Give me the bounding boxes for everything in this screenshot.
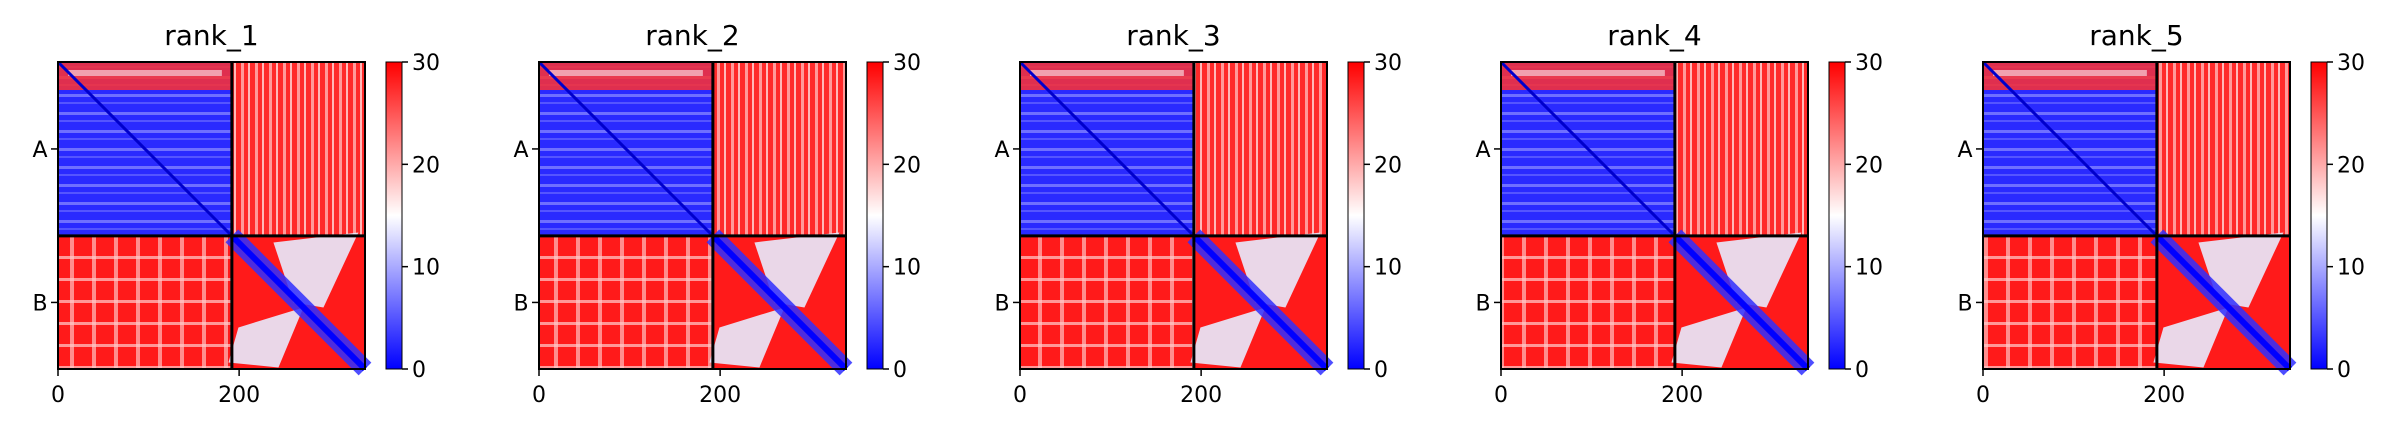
chain-b-diagonal: [2154, 233, 2293, 372]
x-tick-label: 0: [532, 383, 546, 408]
inter-chain-block-ab: [2156, 62, 2290, 236]
chain-a-top-band: [68, 70, 222, 76]
chain-a-diagonal: [1018, 60, 1195, 237]
heatmap-panel: rank_3 A B 0 200 0 10 20 30: [994, 19, 1402, 408]
row-label: A: [1957, 138, 1972, 163]
colorbar: [2310, 61, 2328, 370]
panel-title: rank_5: [2089, 19, 2183, 52]
chain-b-diagonal: [229, 233, 368, 372]
inter-chain-block-ab: [1674, 62, 1808, 236]
row-label: B: [994, 291, 1009, 316]
inter-chain-block-ba: [1501, 235, 1675, 369]
inter-chain-block-ba: [1020, 235, 1194, 369]
row-label: A: [1475, 138, 1490, 163]
inter-chain-block-ba: [58, 235, 232, 369]
panel-title: rank_2: [645, 19, 739, 52]
colorbar-tick-label: 30: [1855, 51, 1883, 76]
x-tick-label: 200: [218, 383, 260, 408]
panel-title: rank_4: [1607, 19, 1701, 52]
chain-a-diagonal: [56, 60, 233, 237]
plot-frame: [1019, 61, 1328, 370]
inter-chain-block-ab: [712, 62, 846, 236]
colorbar-tick-label: 10: [1374, 256, 1402, 281]
row-label: B: [1957, 291, 1972, 316]
x-tick-label: 0: [1013, 383, 1027, 408]
colorbar-tick-label: 30: [412, 51, 440, 76]
inter-chain-block-ab: [231, 62, 365, 236]
colorbar-tick-label: 30: [893, 51, 921, 76]
x-tick-label: 0: [1976, 383, 1990, 408]
chain-b-offdiag-lobe: [2153, 307, 2229, 368]
chain-a-top-band: [549, 70, 703, 76]
x-tick-label: 200: [2143, 383, 2185, 408]
colorbar: [1347, 61, 1365, 370]
colorbar-tick-label: 10: [1855, 256, 1883, 281]
colorbar-tick-label: 20: [1374, 153, 1402, 178]
colorbar-tick-label: 0: [893, 358, 907, 383]
x-tick-label: 0: [51, 383, 65, 408]
heatmap-panel: rank_4 A B 0 200 0 10 20 30: [1475, 19, 1883, 408]
panel-title: rank_1: [164, 19, 258, 52]
chain-b-diagonal: [1672, 233, 1811, 372]
heatmap-panel: rank_2 A B 0 200 0 10 20 30: [513, 19, 921, 408]
row-label: B: [1475, 291, 1490, 316]
x-tick-label: 0: [1494, 383, 1508, 408]
colorbar-tick-label: 10: [893, 256, 921, 281]
colorbar-tick-label: 0: [1855, 358, 1869, 383]
heatmap-panel: rank_1 A B 0 200 0 10 20 30: [32, 19, 440, 408]
colorbar-tick-label: 30: [2337, 51, 2365, 76]
chain-b-offdiag-lobe: [1671, 307, 1747, 368]
colorbar-tick-label: 30: [1374, 51, 1402, 76]
plot-frame: [1500, 61, 1809, 370]
inter-chain-block-ab: [1193, 62, 1327, 236]
x-tick-label: 200: [1180, 383, 1222, 408]
colorbar: [866, 61, 884, 370]
colorbar-tick-label: 20: [1855, 153, 1883, 178]
x-tick-label: 200: [699, 383, 741, 408]
row-label: A: [994, 138, 1009, 163]
colorbar-tick-label: 20: [412, 153, 440, 178]
chain-a-top-band: [1993, 70, 2147, 76]
chain-b-diagonal: [710, 233, 849, 372]
heatmap-panel: rank_5 A B 0 200 0 10 20 30: [1957, 19, 2365, 408]
inter-chain-block-ba: [1983, 235, 2157, 369]
colorbar-tick-label: 20: [2337, 153, 2365, 178]
chain-a-top-band: [1511, 70, 1665, 76]
colorbar-tick-label: 20: [893, 153, 921, 178]
colorbar-tick-label: 0: [2337, 358, 2351, 383]
row-label: A: [32, 138, 47, 163]
chain-a-diagonal: [1981, 60, 2158, 237]
panel-title: rank_3: [1126, 19, 1220, 52]
chain-b-offdiag-lobe: [709, 307, 785, 368]
row-label: B: [513, 291, 528, 316]
colorbar-tick-label: 0: [412, 358, 426, 383]
chain-b-offdiag-lobe: [1190, 307, 1266, 368]
inter-chain-block-ba: [539, 235, 713, 369]
colorbar: [385, 61, 403, 370]
plot-frame: [538, 61, 847, 370]
x-tick-label: 200: [1661, 383, 1703, 408]
colorbar-tick-label: 10: [412, 256, 440, 281]
plot-frame: [57, 61, 366, 370]
row-label: B: [32, 291, 47, 316]
chain-b-offdiag-lobe: [228, 307, 304, 368]
chain-a-diagonal: [537, 60, 714, 237]
colorbar-tick-label: 10: [2337, 256, 2365, 281]
chain-b-diagonal: [1191, 233, 1330, 372]
row-label: A: [513, 138, 528, 163]
colorbar-tick-label: 0: [1374, 358, 1388, 383]
chain-a-top-band: [1030, 70, 1184, 76]
colorbar: [1828, 61, 1846, 370]
chain-a-diagonal: [1499, 60, 1676, 237]
plot-frame: [1982, 61, 2291, 370]
